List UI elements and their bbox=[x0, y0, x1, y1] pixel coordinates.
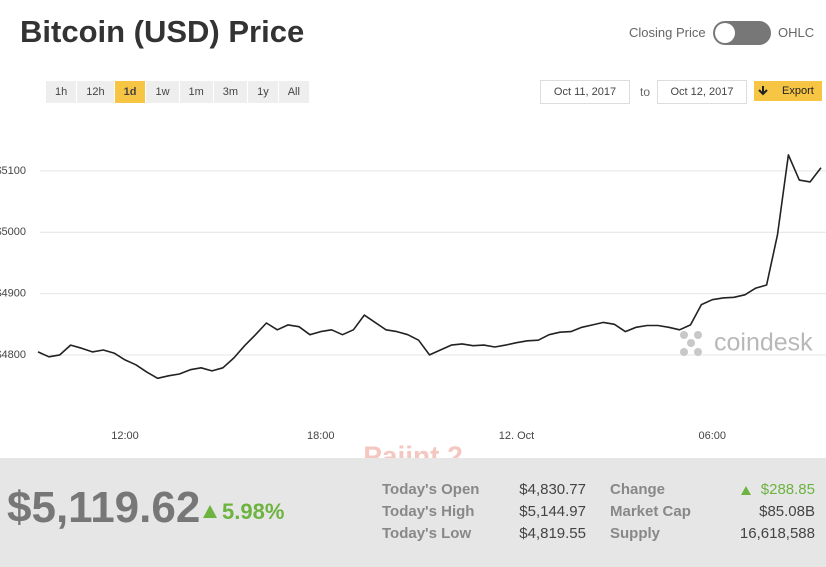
stat-value: $5,144.97 bbox=[519, 503, 586, 520]
stat-label: Supply bbox=[610, 525, 661, 542]
range-button[interactable]: 1h bbox=[46, 81, 77, 103]
range-button[interactable]: 1w bbox=[146, 81, 179, 103]
y-tick-label: $5100 bbox=[0, 165, 26, 177]
watermark: coindesk bbox=[714, 329, 813, 357]
export-label: Export bbox=[782, 85, 814, 97]
up-arrow bbox=[741, 486, 751, 495]
stat-label: Today's Low bbox=[382, 525, 472, 542]
stat-label: Today's Open bbox=[382, 481, 480, 498]
range-button[interactable]: 1y bbox=[248, 81, 278, 103]
x-tick-label: 06:00 bbox=[698, 430, 726, 442]
stat-value: $4,819.55 bbox=[519, 525, 586, 542]
up-arrow-shape bbox=[741, 486, 751, 495]
toggle-label[interactable]: Closing Price bbox=[629, 25, 706, 40]
range-button[interactable]: 3m bbox=[213, 81, 248, 103]
range-button[interactable]: 12h bbox=[77, 81, 114, 103]
stat-value: $4,830.77 bbox=[519, 481, 586, 498]
date-input[interactable]: Oct 12, 2017 bbox=[657, 80, 747, 104]
y-tick-label: $4900 bbox=[0, 287, 26, 299]
up-arrow bbox=[203, 505, 217, 518]
x-tick-label: 18:00 bbox=[307, 430, 335, 442]
stat-value: $288.85 bbox=[760, 481, 815, 498]
range-button[interactable]: All bbox=[278, 81, 309, 103]
range-button[interactable]: 1d bbox=[114, 81, 146, 103]
x-tick-label: 12. Oct bbox=[499, 430, 534, 442]
stat-value: 16,618,588 bbox=[739, 525, 815, 542]
summary-panel bbox=[0, 458, 826, 567]
stat-label: Change bbox=[610, 481, 666, 498]
export-button[interactable]: Export bbox=[754, 81, 822, 101]
date-separator: to bbox=[640, 85, 651, 99]
current-price: $5,119.62 bbox=[7, 483, 201, 532]
y-tick-label: $5000 bbox=[0, 226, 26, 238]
stat-label: Today's High bbox=[382, 503, 475, 520]
stat-label: Market Cap bbox=[610, 503, 691, 520]
y-tick-label: $4800 bbox=[0, 349, 26, 361]
toggle-label[interactable]: OHLC bbox=[778, 25, 815, 40]
date-input[interactable]: Oct 11, 2017 bbox=[540, 80, 630, 104]
range-buttons: 1h 12h 1d 1w 1m 3m 1y All bbox=[46, 81, 310, 103]
stat-value: $85.08B bbox=[759, 503, 815, 520]
overlay-text: Paiint 2 bbox=[363, 440, 463, 458]
chart: coindesk Paiint 2 $4800 $4900 $5000 $5100 12… bbox=[0, 154, 826, 458]
export-icon bbox=[758, 86, 768, 96]
title: Bitcoin (USD) Price bbox=[20, 14, 305, 49]
watermark-icon bbox=[680, 331, 702, 356]
change-percent: 5.98% bbox=[222, 499, 285, 524]
price-line bbox=[37, 154, 822, 380]
x-tick-label: 12:00 bbox=[111, 430, 139, 442]
range-button[interactable]: 1m bbox=[179, 81, 213, 103]
toggle-switch[interactable] bbox=[713, 21, 771, 45]
